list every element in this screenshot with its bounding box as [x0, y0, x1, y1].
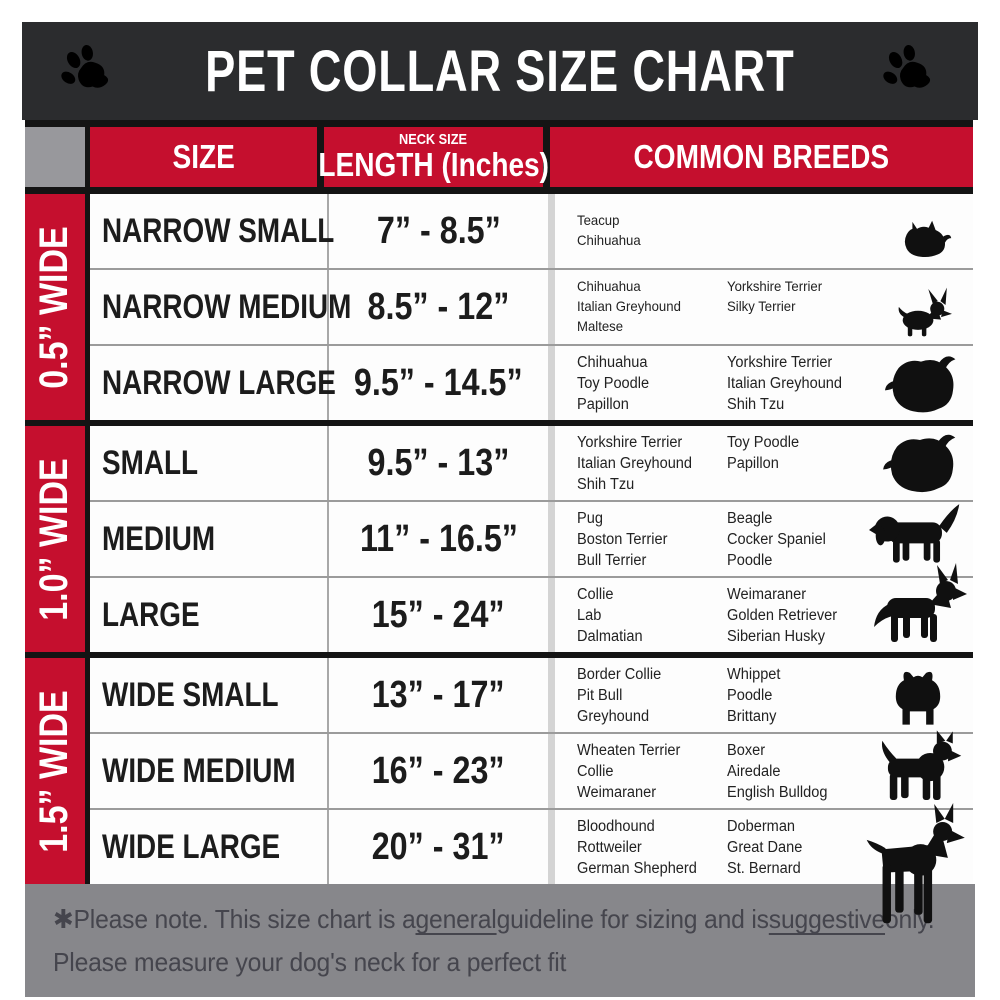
- size-label: NARROW MEDIUM: [102, 287, 352, 326]
- width-group-1-0: 1.0” WIDE SMALL 9.5” - 13” Yorkshire Ter…: [25, 426, 973, 652]
- breeds-col1: Bloodhound Rottweiler German Shepherd: [577, 818, 697, 877]
- breeds-col1: Teacup Chihuahua: [577, 212, 641, 248]
- table-row: NARROW MEDIUM 8.5” - 12” Chihuahua Itali…: [90, 268, 973, 344]
- breeds-col2: Yorkshire Terrier Italian Greyhound Shih…: [727, 354, 843, 413]
- breeds-col2: Whippet Poodle Brittany: [727, 666, 781, 725]
- title-bar: PET COLLAR SIZE CHART: [22, 22, 978, 120]
- breeds-col1: Border Collie Pit Bull Greyhound: [577, 666, 662, 725]
- size-chart-sheet: PET COLLAR SIZE CHART SIZE NECK SIZE LEN…: [22, 22, 978, 997]
- shepherd-icon: [867, 558, 967, 648]
- breeds-col2: Weimaraner Golden Retriever Siberian Hus…: [727, 586, 838, 645]
- breeds-col1: Yorkshire Terrier Italian Greyhound Shih…: [577, 434, 693, 493]
- breeds-col1: Chihuahua Italian Greyhound Maltese: [577, 278, 681, 334]
- footnote-line2: Please measure your dog's neck for a per…: [53, 947, 567, 977]
- size-label: WIDE SMALL: [102, 675, 279, 714]
- width-group-1-5: 1.5” WIDE WIDE SMALL 13” - 17” Border Co…: [25, 658, 973, 884]
- table-row: WIDE LARGE 20” - 31” Bloodhound Rottweil…: [90, 808, 973, 884]
- table-row: WIDE MEDIUM 16” - 23” Wheaten Terrier Co…: [90, 732, 973, 808]
- length-value: 11” - 16.5”: [359, 517, 518, 560]
- yorkshire-terrier-icon: [895, 208, 953, 260]
- width-band-0-5: 0.5” WIDE: [25, 194, 85, 420]
- shih-tzu-icon: [881, 344, 961, 416]
- footnote-area: ✱Please note. This size chart is a gener…: [25, 884, 975, 997]
- table-row: LARGE 15” - 24” Collie Lab Dalmatian Wei…: [90, 576, 973, 652]
- size-label: WIDE LARGE: [102, 827, 281, 866]
- size-label: LARGE: [102, 595, 200, 634]
- size-chart-table: SIZE NECK SIZE LENGTH (Inches) COMMON BR…: [25, 120, 973, 884]
- page-title: PET COLLAR SIZE CHART: [205, 38, 795, 104]
- size-label: MEDIUM: [102, 519, 216, 558]
- length-value: 7” - 8.5”: [376, 209, 501, 252]
- doberman-icon: [853, 803, 969, 930]
- length-value: 16” - 23”: [372, 749, 505, 792]
- table-row: MEDIUM 11” - 16.5” Pug Boston Terrier Bu…: [90, 500, 973, 576]
- header-common-breeds: COMMON BREEDS: [550, 127, 973, 187]
- size-label: WIDE MEDIUM: [102, 751, 296, 790]
- table-row: WIDE SMALL 13” - 17” Border Collie Pit B…: [90, 658, 973, 732]
- size-label: NARROW SMALL: [102, 211, 335, 250]
- paw-print-icon: [56, 38, 122, 104]
- length-value: 15” - 24”: [372, 593, 505, 636]
- header-size: SIZE: [90, 127, 317, 187]
- header-row: SIZE NECK SIZE LENGTH (Inches) COMMON BR…: [25, 127, 973, 187]
- size-label: SMALL: [102, 443, 199, 482]
- breeds-col1: Collie Lab Dalmatian: [577, 586, 643, 645]
- beagle-icon: [869, 482, 965, 568]
- header-neck-size-length: NECK SIZE LENGTH (Inches): [318, 127, 549, 187]
- breeds-col2: Doberman Great Dane St. Bernard: [727, 818, 803, 877]
- breeds-col2: Beagle Cocker Spaniel Poodle: [727, 510, 826, 569]
- pit-bull-icon: [871, 721, 965, 806]
- size-label: NARROW LARGE: [102, 363, 336, 402]
- bulldog-icon: [881, 661, 955, 728]
- length-value: 9.5” - 14.5”: [354, 361, 523, 404]
- width-group-0-5: 0.5” WIDE NARROW SMALL 7” - 8.5” Teacup …: [25, 194, 973, 420]
- breeds-col1: Chihuahua Toy Poodle Papillon: [577, 354, 650, 413]
- breeds-col2: Boxer Airedale English Bulldog: [727, 742, 828, 801]
- paw-print-icon: [878, 38, 944, 104]
- length-value: 13” - 17”: [372, 673, 505, 716]
- chihuahua-icon: [895, 280, 959, 338]
- underlined-word: suggestive: [768, 904, 886, 934]
- length-value: 8.5” - 12”: [367, 285, 510, 328]
- footnote-line1: ✱Please note. This size chart is a gener…: [53, 898, 935, 941]
- width-band-1-0: 1.0” WIDE: [25, 426, 85, 652]
- header-corner-cell: [25, 127, 85, 187]
- table-row: SMALL 9.5” - 13” Yorkshire Terrier Itali…: [90, 426, 973, 500]
- breeds-col2: Toy Poodle Papillon: [727, 434, 800, 472]
- length-value: 9.5” - 13”: [367, 441, 510, 484]
- underlined-word: general: [415, 904, 497, 934]
- length-value: 20” - 31”: [372, 825, 505, 868]
- breeds-col2: Yorkshire Terrier Silky Terrier: [727, 278, 823, 314]
- table-row: NARROW LARGE 9.5” - 14.5” Chihuahua Toy …: [90, 344, 973, 420]
- breeds-col1: Pug Boston Terrier Bull Terrier: [577, 510, 668, 569]
- table-row: NARROW SMALL 7” - 8.5” Teacup Chihuahua: [90, 194, 973, 268]
- width-band-1-5: 1.5” WIDE: [25, 658, 85, 884]
- breeds-col1: Wheaten Terrier Collie Weimaraner: [577, 742, 681, 801]
